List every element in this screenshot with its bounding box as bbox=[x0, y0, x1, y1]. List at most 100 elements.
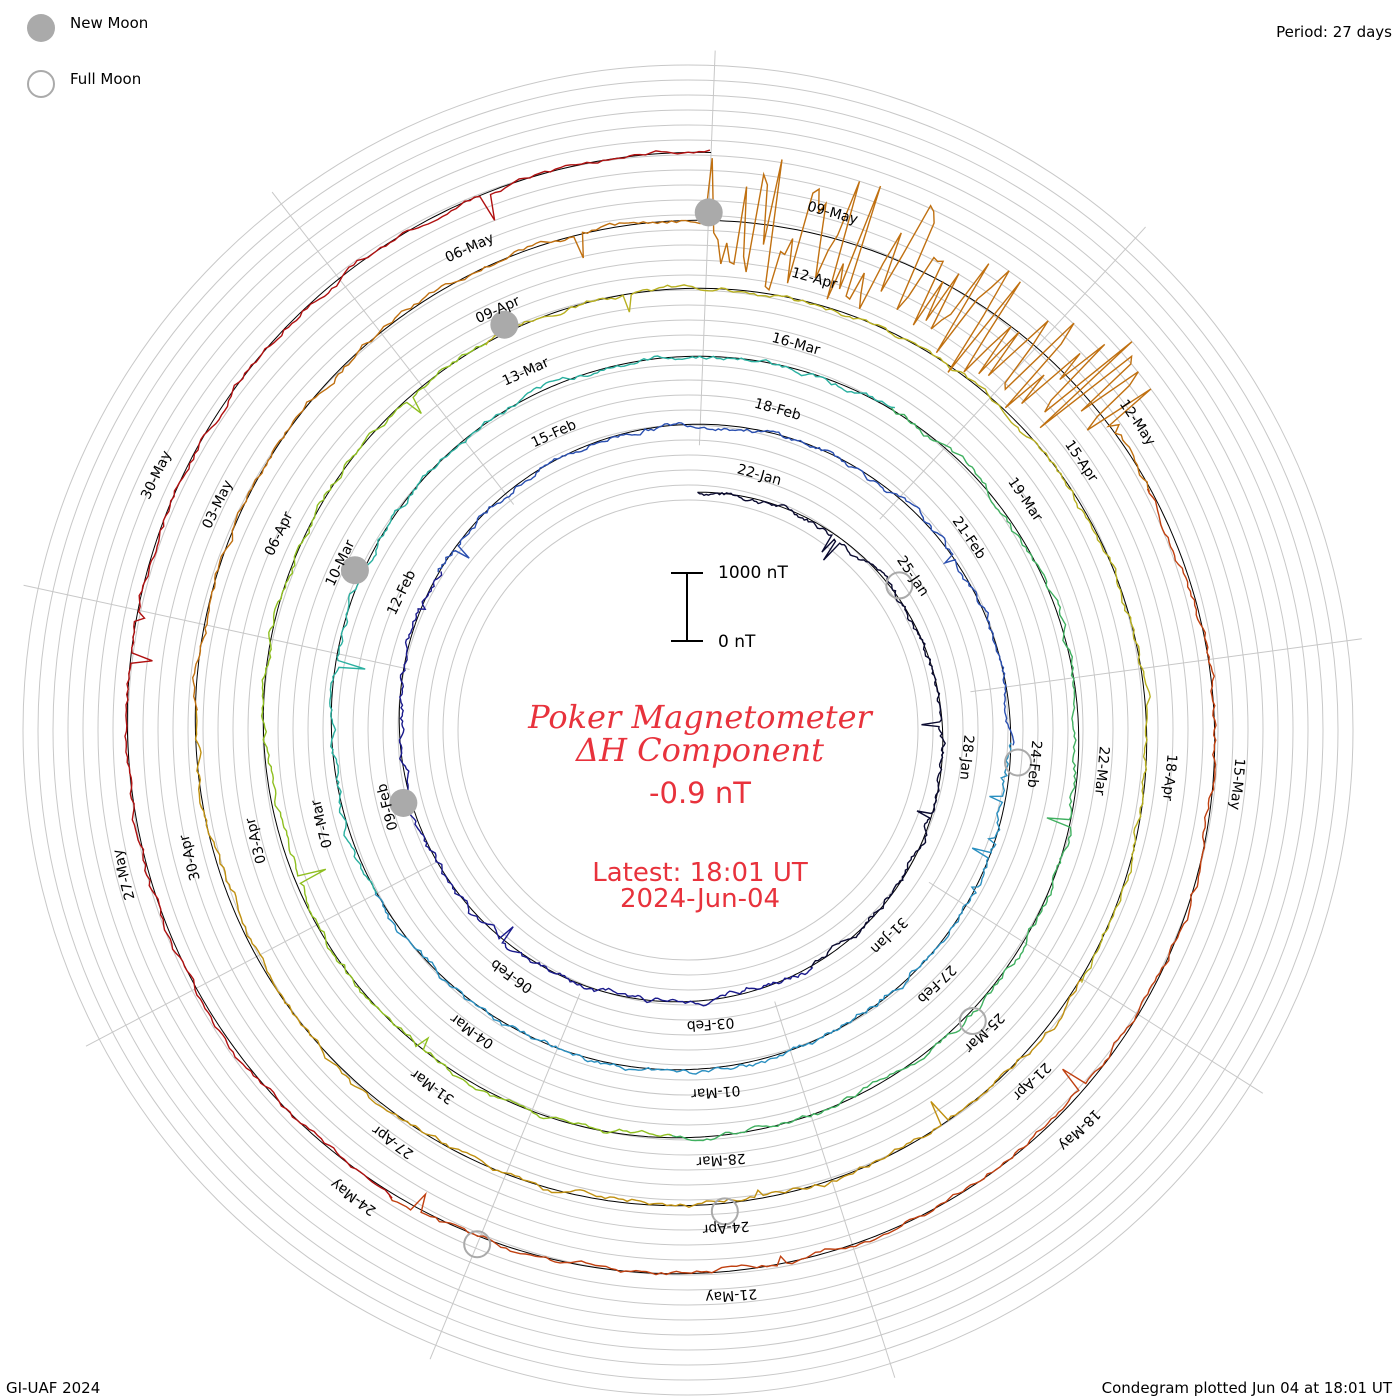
date-label: 18-Apr bbox=[1159, 753, 1180, 801]
new-moon-legend-icon bbox=[27, 14, 55, 42]
scale-bar-top-cap bbox=[671, 572, 703, 574]
guide-ring bbox=[292, 334, 1084, 1126]
guide-ring bbox=[322, 364, 1054, 1096]
date-label: 31-Jan bbox=[867, 914, 911, 957]
moon-markers bbox=[340, 198, 1033, 1259]
data-series-segment bbox=[485, 284, 1151, 983]
guide-ring bbox=[232, 274, 1144, 1186]
guide-ring bbox=[442, 484, 934, 976]
date-label: 28-Jan bbox=[956, 734, 976, 781]
date-label: 21-Apr bbox=[1009, 1059, 1054, 1103]
date-label: 28-Mar bbox=[696, 1150, 747, 1170]
day-spoke bbox=[928, 881, 1264, 1094]
date-label: 03-Feb bbox=[686, 1014, 735, 1034]
scale-bar-bottom-cap bbox=[671, 640, 703, 642]
date-label: 27-May bbox=[110, 847, 138, 901]
guide-ring bbox=[427, 469, 949, 991]
date-label: 07-Mar bbox=[308, 798, 336, 850]
baseline-spiral bbox=[126, 151, 1216, 1275]
date-label: 30-May bbox=[138, 448, 175, 502]
latest-time: Latest: 18:01 UT bbox=[592, 858, 808, 888]
date-label: 24-Apr bbox=[702, 1218, 750, 1238]
date-label: 27-Feb bbox=[914, 961, 959, 1006]
date-label: 24-Feb bbox=[1024, 740, 1045, 789]
new-moon-marker bbox=[490, 310, 519, 339]
guide-ring bbox=[337, 379, 1039, 1081]
guide-ring bbox=[157, 199, 1219, 1261]
guide-ring bbox=[97, 139, 1279, 1321]
scale-bar-bottom-label: 0 nT bbox=[718, 632, 756, 652]
date-label: 19-Mar bbox=[1004, 475, 1045, 525]
guide-rings bbox=[22, 64, 1354, 1396]
full-moon-marker bbox=[885, 571, 914, 600]
period-label: Period: 27 days bbox=[1276, 23, 1392, 41]
data-series-segment bbox=[697, 491, 947, 969]
data-series-segment bbox=[398, 571, 814, 1007]
guide-ring bbox=[127, 169, 1249, 1291]
date-label: 15-May bbox=[1227, 758, 1248, 811]
date-label: 03-May bbox=[200, 478, 237, 532]
full-moon-marker bbox=[1004, 748, 1033, 777]
date-label: 12-May bbox=[1116, 397, 1158, 449]
guide-ring bbox=[457, 499, 919, 961]
day-spokes bbox=[23, 50, 1362, 1378]
data-series-segment bbox=[388, 488, 1217, 1276]
full-moon-marker bbox=[958, 1007, 987, 1036]
day-spoke bbox=[429, 993, 581, 1360]
date-label: 25-Jan bbox=[893, 553, 932, 599]
guide-ring bbox=[22, 64, 1354, 1396]
data-series-segment bbox=[374, 742, 1012, 1075]
guide-ring bbox=[352, 394, 1024, 1066]
guide-ring bbox=[382, 424, 994, 1036]
current-value: -0.9 nT bbox=[649, 776, 751, 810]
date-label: 09-May bbox=[805, 199, 859, 228]
day-spoke bbox=[698, 50, 716, 446]
full-moon-legend-icon bbox=[27, 70, 55, 98]
data-series-segment bbox=[124, 149, 711, 1199]
date-label: 12-Feb bbox=[384, 568, 419, 618]
guide-ring bbox=[112, 154, 1264, 1306]
footer-plot-time: Condegram plotted Jun 04 at 18:01 UT bbox=[1101, 1379, 1392, 1397]
data-series-segment bbox=[668, 407, 1077, 1142]
guide-ring bbox=[172, 214, 1204, 1246]
guide-ring bbox=[52, 94, 1324, 1366]
date-label: 06-Feb bbox=[488, 955, 536, 996]
full-moon-legend-label: Full Moon bbox=[70, 70, 142, 88]
data-series-segment bbox=[437, 421, 1015, 746]
date-label: 21-May bbox=[705, 1285, 758, 1305]
guide-ring bbox=[37, 79, 1339, 1381]
guide-ring bbox=[307, 349, 1069, 1111]
guide-ring bbox=[217, 259, 1159, 1201]
day-spoke bbox=[271, 191, 515, 505]
footer-credit: GI-UAF 2024 bbox=[6, 1379, 101, 1397]
date-label: 18-Feb bbox=[752, 396, 802, 424]
guide-ring bbox=[187, 229, 1189, 1231]
new-moon-legend-label: New Moon bbox=[70, 14, 149, 32]
full-moon-marker bbox=[710, 1197, 739, 1226]
date-label: 01-Mar bbox=[690, 1082, 741, 1102]
data-series-segment bbox=[329, 355, 895, 894]
date-label: 06-Apr bbox=[262, 509, 297, 558]
data-curves bbox=[124, 149, 1217, 1276]
day-spoke bbox=[85, 862, 436, 1047]
day-spoke bbox=[774, 1001, 896, 1378]
data-series-segment bbox=[194, 706, 1083, 1209]
data-series-segment bbox=[260, 341, 672, 1138]
date-label: 22-Mar bbox=[1091, 745, 1112, 796]
guide-ring bbox=[142, 184, 1234, 1276]
date-label: 04-Mar bbox=[447, 1010, 497, 1052]
data-series-segment bbox=[191, 158, 1152, 711]
guide-ring bbox=[367, 409, 1009, 1051]
date-label: 15-Feb bbox=[529, 417, 579, 451]
new-moon-marker bbox=[389, 788, 418, 817]
scale-bar-top-label: 1000 nT bbox=[718, 563, 788, 583]
chart-title-line2: ΔH Component bbox=[575, 731, 825, 769]
guide-ring bbox=[202, 244, 1174, 1216]
guide-ring bbox=[82, 124, 1294, 1336]
full-moon-marker bbox=[463, 1230, 492, 1259]
new-moon-marker bbox=[694, 198, 723, 227]
guide-ring bbox=[247, 289, 1129, 1171]
day-spoke bbox=[23, 584, 410, 670]
latest-date: 2024-Jun-04 bbox=[619, 884, 781, 914]
